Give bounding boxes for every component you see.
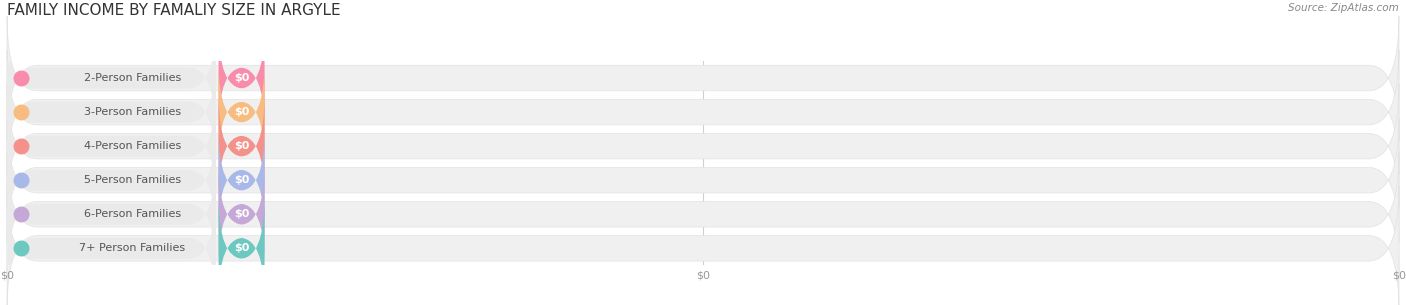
FancyBboxPatch shape bbox=[218, 129, 264, 231]
Point bbox=[10, 110, 32, 115]
FancyBboxPatch shape bbox=[7, 123, 217, 238]
Text: 4-Person Families: 4-Person Families bbox=[84, 141, 181, 151]
Point bbox=[10, 178, 32, 183]
FancyBboxPatch shape bbox=[7, 84, 1399, 208]
FancyBboxPatch shape bbox=[7, 50, 1399, 174]
FancyBboxPatch shape bbox=[7, 16, 1399, 140]
Text: 6-Person Families: 6-Person Families bbox=[84, 209, 181, 219]
Text: 5-Person Families: 5-Person Families bbox=[84, 175, 181, 185]
FancyBboxPatch shape bbox=[7, 88, 217, 204]
Point bbox=[10, 144, 32, 149]
Text: 7+ Person Families: 7+ Person Families bbox=[79, 243, 186, 253]
Text: $0: $0 bbox=[233, 243, 249, 253]
FancyBboxPatch shape bbox=[218, 163, 264, 265]
Text: $0: $0 bbox=[233, 107, 249, 117]
FancyBboxPatch shape bbox=[218, 95, 264, 197]
Text: $0: $0 bbox=[233, 209, 249, 219]
Text: $0: $0 bbox=[233, 175, 249, 185]
Point bbox=[10, 76, 32, 81]
Text: FAMILY INCOME BY FAMALIY SIZE IN ARGYLE: FAMILY INCOME BY FAMALIY SIZE IN ARGYLE bbox=[7, 3, 340, 18]
Text: $0: $0 bbox=[233, 141, 249, 151]
FancyBboxPatch shape bbox=[218, 61, 264, 163]
FancyBboxPatch shape bbox=[218, 198, 264, 299]
Text: 2-Person Families: 2-Person Families bbox=[84, 73, 181, 83]
Text: Source: ZipAtlas.com: Source: ZipAtlas.com bbox=[1288, 3, 1399, 13]
FancyBboxPatch shape bbox=[7, 191, 217, 305]
FancyBboxPatch shape bbox=[7, 118, 1399, 242]
FancyBboxPatch shape bbox=[7, 186, 1399, 305]
FancyBboxPatch shape bbox=[7, 20, 217, 136]
FancyBboxPatch shape bbox=[7, 157, 217, 272]
Text: $0: $0 bbox=[233, 73, 249, 83]
FancyBboxPatch shape bbox=[218, 27, 264, 129]
Text: 3-Person Families: 3-Person Families bbox=[84, 107, 181, 117]
FancyBboxPatch shape bbox=[7, 152, 1399, 276]
Point bbox=[10, 246, 32, 251]
FancyBboxPatch shape bbox=[7, 55, 217, 170]
Point bbox=[10, 212, 32, 217]
